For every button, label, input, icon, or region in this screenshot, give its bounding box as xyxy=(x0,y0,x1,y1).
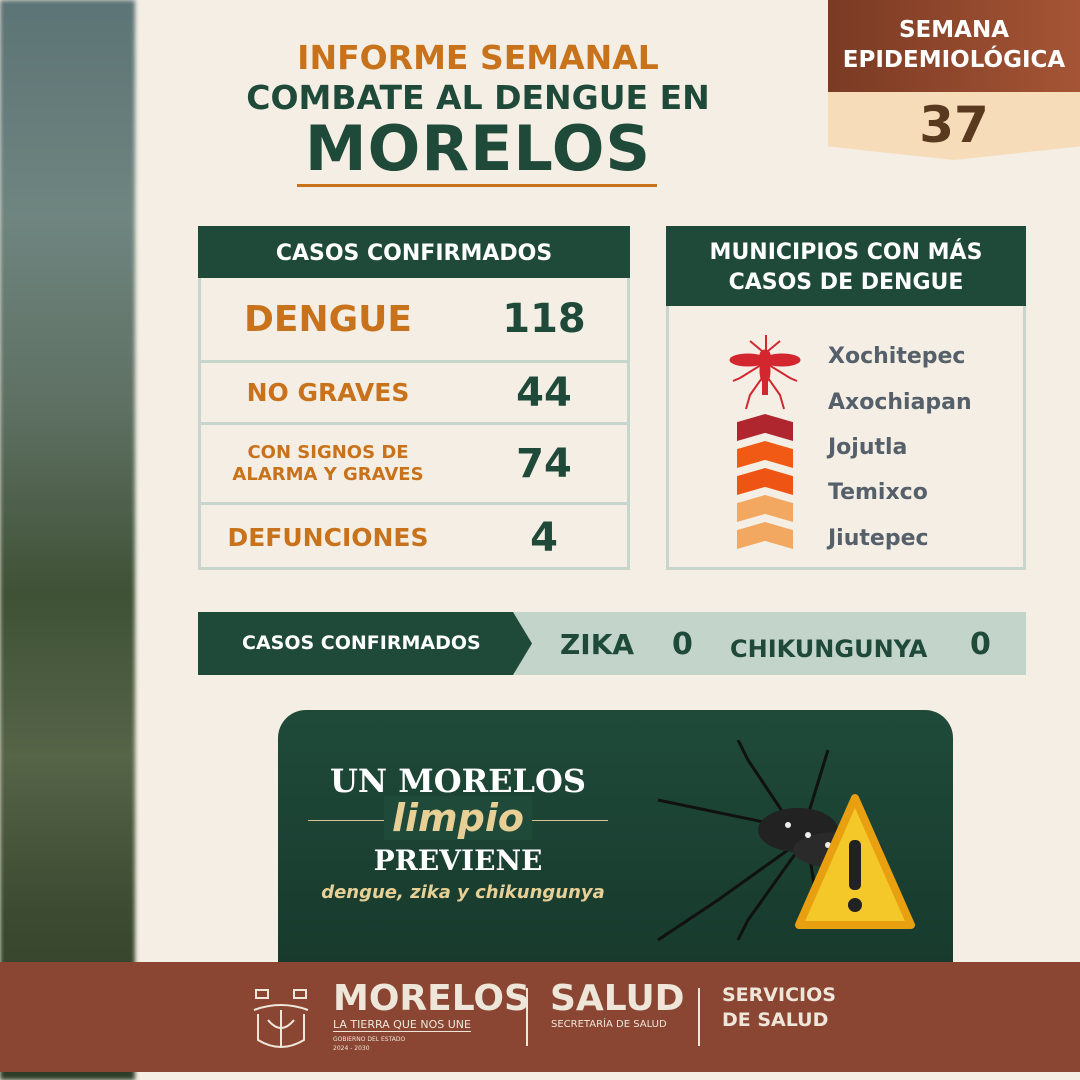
municipalities-list xyxy=(666,306,1026,570)
row-value: 44 xyxy=(516,369,572,416)
mun-title-2: CASOS DE DENGUE xyxy=(728,270,964,295)
municipality-item: Jojutla xyxy=(828,435,908,460)
footer-years: 2024 - 2030 xyxy=(333,1045,370,1052)
row-label: CON SIGNOS DE ALARMA Y GRAVES xyxy=(232,441,424,485)
warning-icon xyxy=(795,794,915,929)
week-label-2: EPIDEMIOLÓGICA xyxy=(842,47,1066,73)
chikungunya-value: 0 xyxy=(970,627,991,662)
footer-tagline: LA TIERRA QUE NOS UNE xyxy=(333,1018,471,1032)
municipalities-header: MUNICIPIOS CON MÁS CASOS DE DENGUE xyxy=(666,226,1026,306)
promo-line3: PREVIENE xyxy=(373,844,543,877)
title-line3: MORELOS xyxy=(304,112,652,185)
municipality-item: Temixco xyxy=(828,480,928,505)
table-row: DENGUE 118 xyxy=(198,278,630,363)
footer-gov: GOBIERNO DEL ESTADO xyxy=(333,1036,406,1043)
footer-salud: SALUD xyxy=(550,978,685,1019)
municipality-item: Jiutepec xyxy=(828,526,929,551)
table-row: DEFUNCIONES 4 xyxy=(198,505,630,570)
week-label: SEMANA EPIDEMIOLÓGICA xyxy=(828,0,1080,92)
title-line2: COMBATE AL DENGUE EN xyxy=(246,78,710,117)
week-label-1: SEMANA xyxy=(898,17,1009,43)
zika-label: ZIKA xyxy=(560,628,635,661)
zika-value: 0 xyxy=(672,627,693,662)
other-cases-label: CASOS CONFIRMADOS xyxy=(198,612,532,675)
row-label: DENGUE xyxy=(244,298,412,340)
table-row: CON SIGNOS DE ALARMA Y GRAVES 74 xyxy=(198,425,630,505)
other-cases-banner: CASOS CONFIRMADOS ZIKA 0 CHIKUNGUNYA 0 xyxy=(198,612,1026,675)
promo-line4: dengue, zika y chikungunya xyxy=(321,882,605,903)
background-photo xyxy=(0,0,135,1080)
promo-line1: UN MORELOS xyxy=(329,762,587,800)
row-label: DEFUNCIONES xyxy=(227,523,429,552)
title-line1: INFORME SEMANAL xyxy=(297,38,659,77)
morelos-logo xyxy=(253,989,309,1048)
footer-separator xyxy=(698,988,700,1046)
mosquito-icon xyxy=(729,335,801,410)
footer-morelos: MORELOS xyxy=(333,978,530,1019)
table-row: NO GRAVES 44 xyxy=(198,363,630,425)
row-value: 118 xyxy=(502,296,586,342)
prevention-card: UN MORELOS limpio PREVIENE dengue, zika … xyxy=(278,710,953,965)
promo-line2: limpio xyxy=(384,796,532,840)
row-label: NO GRAVES xyxy=(246,378,410,407)
row-value: 4 xyxy=(530,514,558,561)
row-value: 74 xyxy=(516,440,572,487)
footer: MORELOS LA TIERRA QUE NOS UNE GOBIERNO D… xyxy=(0,962,1080,1072)
municipality-item: Xochitepec xyxy=(828,344,966,369)
municipality-item: Axochiapan xyxy=(828,390,972,415)
footer-separator xyxy=(526,988,528,1046)
footer-secretaria: SECRETARÍA DE SALUD xyxy=(551,1019,667,1030)
footer-servicios-1: SERVICIOS xyxy=(722,984,836,1006)
week-number: 37 xyxy=(828,92,1080,160)
mun-title-1: MUNICIPIOS CON MÁS xyxy=(709,240,983,265)
chikungunya-label: CHIKUNGUNYA xyxy=(730,635,928,663)
title-underline xyxy=(297,184,657,187)
footer-servicios-2: DE SALUD xyxy=(722,1009,829,1031)
cases-header: CASOS CONFIRMADOS xyxy=(198,226,630,278)
